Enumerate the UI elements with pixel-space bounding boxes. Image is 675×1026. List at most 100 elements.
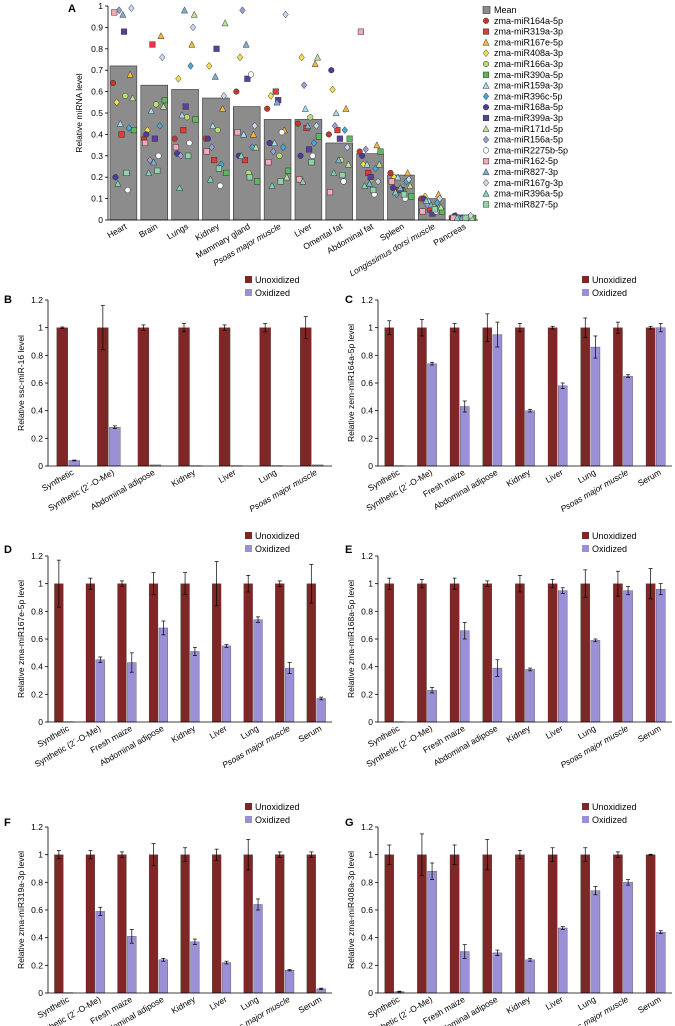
oxidized-bar [221,645,232,723]
data-point [244,75,251,82]
y-tick-label: 0.4 [361,933,373,943]
data-point [357,28,364,35]
oxidized-bar [316,698,326,723]
data-point [373,141,381,149]
data-point [374,177,382,186]
data-point [190,10,198,18]
data-point [367,174,374,181]
data-point [370,186,377,194]
y-tick-label: 0.5 [91,108,103,118]
y-tick-label: 0.2 [91,172,103,182]
data-point [431,206,438,213]
oxidized-bar [558,927,568,994]
unoxidized-bar [137,327,150,467]
legend-swatch-mean [482,6,491,14]
oxidized-bar [623,375,633,467]
data-point [143,131,150,138]
data-point [436,194,443,203]
legend-marker [482,71,490,78]
data-point [157,32,165,40]
data-point [387,169,394,176]
x-category-label: Kidney [169,994,197,1016]
data-point [130,127,137,134]
data-point [146,156,154,164]
oxidized-bar [158,959,168,994]
y-tick-label: 0.6 [91,87,103,97]
data-point [206,62,213,70]
oxidized-bar [427,871,437,994]
data-point [307,114,314,121]
data-point [186,139,193,147]
unoxidized-bar [306,583,316,723]
data-point [296,176,303,183]
unoxidized-bar [515,854,525,994]
y-tick-label: 1.2 [361,822,373,832]
legend-label: Unoxidized [592,531,637,541]
unoxidized-bar [56,327,68,467]
x-category-label: Serum [636,723,663,744]
legend-marker [482,60,490,68]
y-axis-title: Relative ssc-miR-16 level [16,335,26,431]
panel-label-g: G [345,817,354,829]
data-point [153,101,160,108]
y-tick-label: 1 [368,579,373,589]
x-category-label: Lung [576,723,598,741]
data-point [310,139,318,147]
unoxidized-bar [613,327,623,467]
legend-swatch [245,545,252,552]
data-point [391,188,399,196]
legend-swatch [245,276,252,283]
y-tick-label: 0.2 [31,433,43,443]
x-category-label: Serum [297,994,324,1015]
data-point [271,139,279,147]
data-point [419,208,426,215]
oxidized-bar [492,334,503,467]
data-point [339,172,346,179]
legend-label: Unoxidized [592,275,637,285]
x-category-label: Lung [257,467,279,485]
data-point [188,40,196,48]
legend-label: zma-miR399a-3p [494,113,563,123]
legend-marker [482,49,490,58]
data-point [314,53,322,61]
data-point [217,182,224,189]
x-category-label: Liver [544,994,565,1012]
data-point [334,127,341,134]
data-point [203,148,210,155]
panel-c: C 0 0.2 0.4 0.6 0.8 1 1.2 Relative zem-miR164a-5… [345,275,672,514]
data-point [304,121,312,129]
y-tick-label: 0 [38,988,43,998]
y-tick-label: 0.8 [361,877,373,887]
y-tick-label: 0 [368,988,373,998]
x-category-label: Liver [208,723,229,741]
legend-marker [482,114,490,122]
legend-label: Oxidized [592,815,627,825]
data-point [329,85,336,94]
unoxidized-bar [178,327,190,467]
y-tick-label: 0.4 [91,129,103,139]
data-point [273,98,281,106]
legend-marker [482,201,490,208]
data-point [150,158,158,166]
unoxidized-bar [243,854,253,994]
data-point [389,184,397,191]
data-point [277,178,284,185]
data-point [462,214,469,221]
unoxidized-bar [180,854,190,994]
oxidized-bar [95,659,105,723]
unoxidized-bar [645,327,656,467]
unoxidized-bar [384,327,394,467]
legend-marker [482,189,490,197]
legend-label: zma-miR162-5p [494,156,558,166]
panel-label-c: C [345,294,353,306]
data-point [215,165,223,172]
data-point [185,152,192,159]
legend-label: zma-miR827-3p [494,167,558,177]
data-point [236,53,244,62]
data-point [332,109,340,117]
y-tick-label: 0.8 [31,606,43,616]
data-point [267,91,274,100]
x-category-label: Pancreas [431,221,467,248]
data-point [171,135,178,142]
data-point [265,159,272,166]
